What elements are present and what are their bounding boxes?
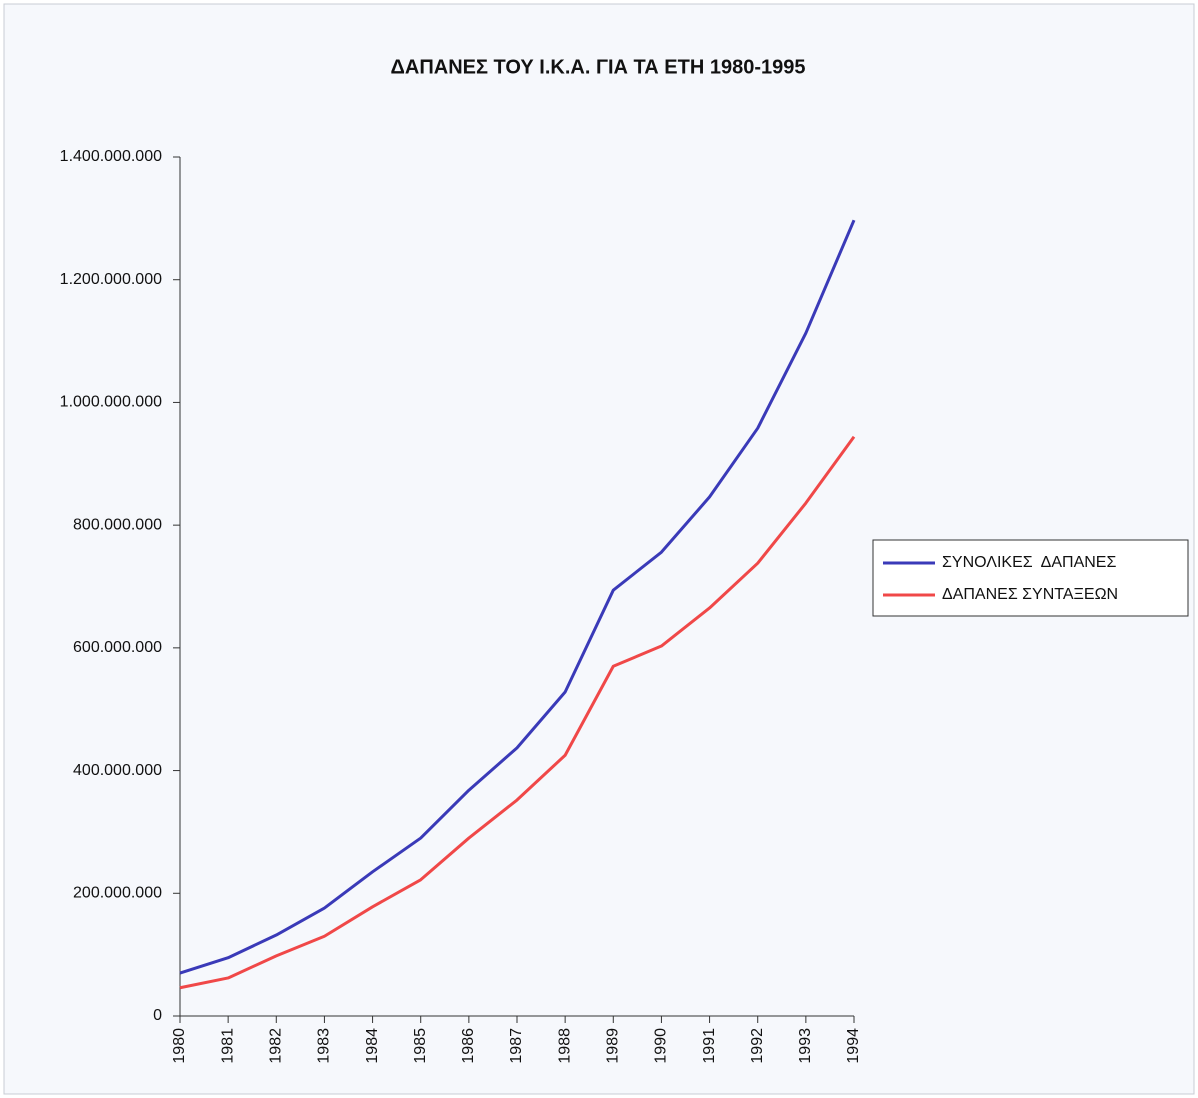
y-tick-label: 200.000.000 (73, 885, 162, 902)
y-tick-label: 1.000.000.000 (60, 394, 162, 411)
x-tick-label: 1992 (749, 1028, 766, 1064)
legend-label: ΣΥΝΟΛΙΚΕΣ ΔΑΠΑΝΕΣ (942, 554, 1116, 571)
x-tick-label: 1989 (605, 1028, 622, 1064)
y-tick-label: 1.400.000.000 (60, 148, 162, 165)
x-tick-label: 1980 (171, 1028, 188, 1064)
y-tick-label: 0 (153, 1007, 162, 1024)
x-tick-label: 1982 (268, 1028, 285, 1064)
line-series (179, 219, 856, 975)
x-tick-label: 1993 (797, 1028, 814, 1064)
x-tick-label: 1986 (460, 1028, 477, 1064)
x-tick-label: 1984 (364, 1028, 381, 1064)
legend-box (872, 539, 1189, 617)
x-tick-label: 1981 (219, 1028, 236, 1064)
x-tick-label: 1983 (316, 1028, 333, 1064)
x-tick-label: 1985 (412, 1028, 429, 1064)
legend-label: ΔΑΠΑΝΕΣ ΣΥΝΤΑΞΕΩΝ (942, 586, 1118, 603)
y-tick-label: 1.200.000.000 (60, 271, 162, 288)
chart-title: ΔΑΠΑΝΕΣ ΤΟΥ Ι.Κ.Α. ΓΙΑ ΤΑ ΕΤΗ 1980-1995 (391, 56, 806, 78)
x-tick-label: 1994 (845, 1028, 862, 1064)
x-tick-label: 1991 (701, 1028, 718, 1064)
x-tick-label: 1988 (556, 1028, 573, 1064)
line-series (179, 435, 856, 990)
y-tick-label: 400.000.000 (73, 762, 162, 779)
y-tick-label: 600.000.000 (73, 639, 162, 656)
x-tick-label: 1987 (508, 1028, 525, 1064)
x-tick-label: 1990 (653, 1028, 670, 1064)
y-tick-label: 800.000.000 (73, 516, 162, 533)
